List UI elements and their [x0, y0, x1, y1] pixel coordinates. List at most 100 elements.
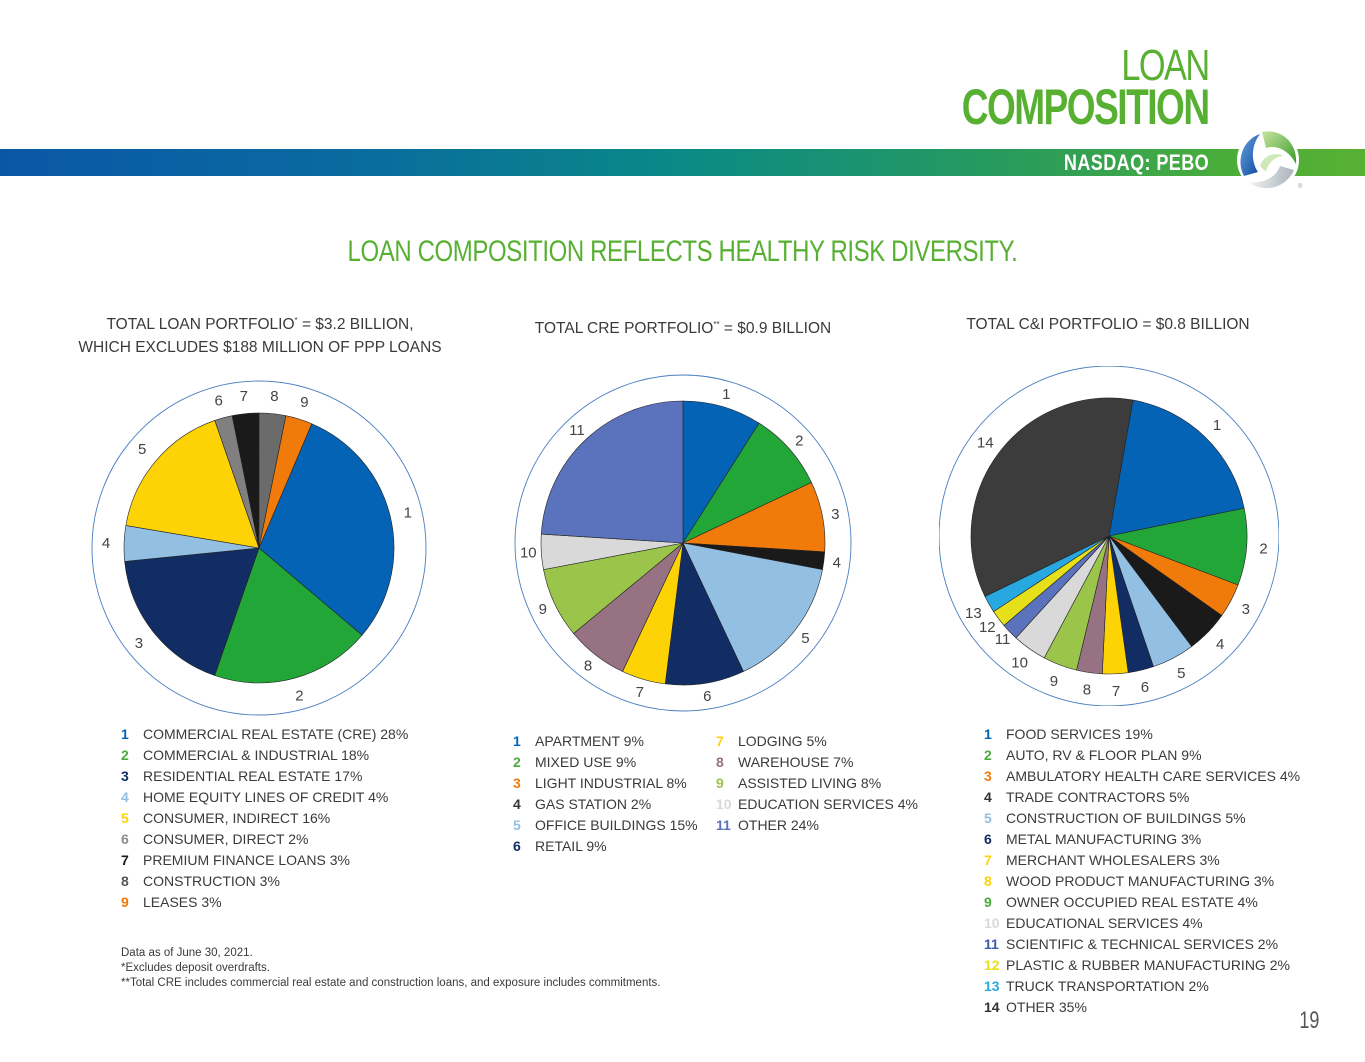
pie-label-8: 8: [584, 657, 592, 674]
legend-number: 1: [513, 733, 521, 749]
pie-label-9: 9: [300, 394, 308, 411]
chart-2-title-rest: = $0.9 BILLION: [719, 320, 832, 338]
legend-label: GAS STATION 2%: [535, 796, 652, 812]
legend-number: 1: [121, 726, 129, 742]
legend-label: APARTMENT 9%: [535, 733, 644, 749]
pie-outer-ring: [514, 374, 852, 712]
legend-label: TRADE CONTRACTORS 5%: [1006, 789, 1190, 805]
legend-number: 7: [716, 733, 724, 749]
pie-label-6: 6: [703, 688, 711, 705]
pie-label-11: 11: [995, 631, 1011, 648]
legend-item-3: 3 AMBULATORY HEALTH CARE SERVICES 4%: [984, 766, 1300, 787]
legend-label: CONSTRUCTION OF BUILDINGS 5%: [1006, 810, 1246, 826]
chart-2-title: TOTAL CRE PORTFOLIO** = $0.9 BILLION: [500, 313, 866, 340]
pie-slice-1: [682, 400, 760, 545]
legend-item-4: 4 TRADE CONTRACTORS 5%: [984, 787, 1300, 808]
legend-item-6: 6 METAL MANUFACTURING 3%: [984, 829, 1300, 850]
legend-cni: 1 FOOD SERVICES 19% 2 AUTO, RV & FLOOR PLAN…: [984, 724, 1300, 1018]
legend-number: 6: [121, 831, 129, 847]
title-line-2: COMPOSITION: [962, 79, 1210, 135]
chart-1-title-sup: *: [294, 316, 298, 325]
pie-label-4: 4: [1216, 636, 1224, 653]
legend-item-4: 4 HOME EQUITY LINES OF CREDIT 4%: [121, 787, 408, 808]
pie-label-9: 9: [1050, 673, 1058, 690]
legend-item-5: 5 CONSTRUCTION OF BUILDINGS 5%: [984, 808, 1300, 829]
legend-item-11: 11 SCIENTIFIC & TECHNICAL SERVICES 2%: [984, 934, 1300, 955]
legend-item-6: 6 CONSUMER, DIRECT 2%: [121, 829, 408, 850]
legend-label: EDUCATIONAL SERVICES 4%: [1006, 915, 1203, 931]
footnote-overdrafts: *Excludes deposit overdrafts.: [121, 962, 270, 974]
legend-label: WOOD PRODUCT MANUFACTURING 3%: [1006, 873, 1275, 889]
legend-number: 8: [716, 754, 724, 770]
chart-3-title-rest: = $0.8 BILLION: [1138, 316, 1250, 333]
legend-cre-col-2: 7 LODGING 5% 8 WAREHOUSE 7% 9 ASSISTED LIVING…: [716, 731, 918, 836]
legend-item-4: 4 GAS STATION 2%: [513, 794, 698, 815]
pie-slice-9: [258, 415, 313, 549]
legend-number: 12: [984, 957, 1000, 973]
pie-label-8: 8: [1083, 681, 1091, 698]
legend-item-13: 13 TRUCK TRANSPORTATION 2%: [984, 976, 1300, 997]
legend-label: MIXED USE 9%: [535, 754, 637, 770]
legend-label: CONSUMER, DIRECT 2%: [143, 831, 309, 847]
pie-label-3: 3: [1242, 601, 1250, 618]
pie-chart-total-loan: 1 2 3 4 5 6 7 8 9: [91, 380, 427, 716]
legend-item-9: 9 LEASES 3%: [121, 892, 408, 913]
chart-1-title-main: TOTAL LOAN PORTFOLIO: [106, 316, 295, 334]
legend-label: COMMERCIAL REAL ESTATE (CRE) 28%: [143, 726, 409, 742]
legend-item-2: 2 COMMERCIAL & INDUSTRIAL 18%: [121, 745, 408, 766]
legend-label: MERCHANT WHOLESALERS 3%: [1006, 852, 1220, 868]
legend-item-7: 7 LODGING 5%: [716, 731, 918, 752]
chart-2-title-sup: **: [713, 320, 720, 329]
slide-title: LOAN COMPOSITION: [875, 41, 1211, 135]
legend-label: OTHER 24%: [738, 817, 819, 833]
legend-item-12: 12 PLASTIC & RUBBER MANUFACTURING 2%: [984, 955, 1300, 976]
legend-number: 2: [984, 747, 992, 763]
legend-item-14: 14 OTHER 35%: [984, 997, 1300, 1018]
legend-item-7: 7 PREMIUM FINANCE LOANS 3%: [121, 850, 408, 871]
legend-number: 6: [513, 838, 521, 854]
pie-slice-11: [540, 400, 684, 544]
legend-number: 5: [513, 817, 521, 833]
legend-number: 9: [121, 894, 129, 910]
title-line-1: LOAN: [1121, 41, 1211, 90]
pie-slice-2: [214, 547, 363, 684]
legend-item-10: 10 EDUCATION SERVICES 4%: [716, 794, 918, 815]
legend-number: 9: [984, 894, 992, 910]
pie-label-4: 4: [102, 535, 110, 552]
legend-item-5: 5 CONSUMER, INDIRECT 16%: [121, 808, 408, 829]
legend-item-11: 11 OTHER 24%: [716, 815, 918, 836]
legend-label: LODGING 5%: [738, 733, 827, 749]
pie-label-1: 1: [404, 505, 412, 522]
page-number: 19: [1299, 1007, 1320, 1034]
legend-label: LIGHT INDUSTRIAL 8%: [535, 775, 687, 791]
pie-label-9: 9: [539, 601, 547, 618]
footnote-date: Data as of June 30, 2021.: [121, 947, 253, 959]
legend-number: 6: [984, 831, 992, 847]
pie-label-1: 1: [1213, 417, 1221, 434]
legend-number: 5: [121, 810, 129, 826]
legend-number: 7: [121, 852, 129, 868]
pie-label-7: 7: [240, 388, 248, 405]
legend-label: PREMIUM FINANCE LOANS 3%: [143, 852, 350, 868]
legend-number: 4: [121, 789, 129, 805]
legend-number: 2: [121, 747, 129, 763]
legend-label: AMBULATORY HEALTH CARE SERVICES 4%: [1006, 768, 1301, 784]
pie-label-5: 5: [801, 630, 809, 647]
legend-item-1: 1 FOOD SERVICES 19%: [984, 724, 1300, 745]
legend-label: TRUCK TRANSPORTATION 2%: [1006, 978, 1209, 994]
pie-label-4: 4: [833, 554, 841, 571]
legend-label: FOOD SERVICES 19%: [1006, 726, 1153, 742]
legend-item-2: 2 MIXED USE 9%: [513, 752, 698, 773]
footnote-cre: **Total CRE includes commercial real est…: [121, 977, 661, 989]
pie-label-3: 3: [135, 635, 143, 652]
legend-label: OWNER OCCUPIED REAL ESTATE 4%: [1006, 894, 1258, 910]
legend-label: CONSTRUCTION 3%: [143, 873, 280, 889]
footnotes: Data as of June 30, 2021. *Excludes depo…: [121, 946, 660, 991]
legend-item-10: 10 EDUCATIONAL SERVICES 4%: [984, 913, 1300, 934]
pie-label-5: 5: [1177, 665, 1185, 682]
pie-label-7: 7: [636, 684, 644, 701]
peoples-bancorp-logo-icon: ®: [1237, 129, 1303, 191]
pie-label-2: 2: [295, 688, 303, 705]
pie-chart-cre: 1 2 3 4 5 6 7 8 9 10 11: [514, 374, 852, 712]
pie-slice-14: [970, 397, 1134, 597]
